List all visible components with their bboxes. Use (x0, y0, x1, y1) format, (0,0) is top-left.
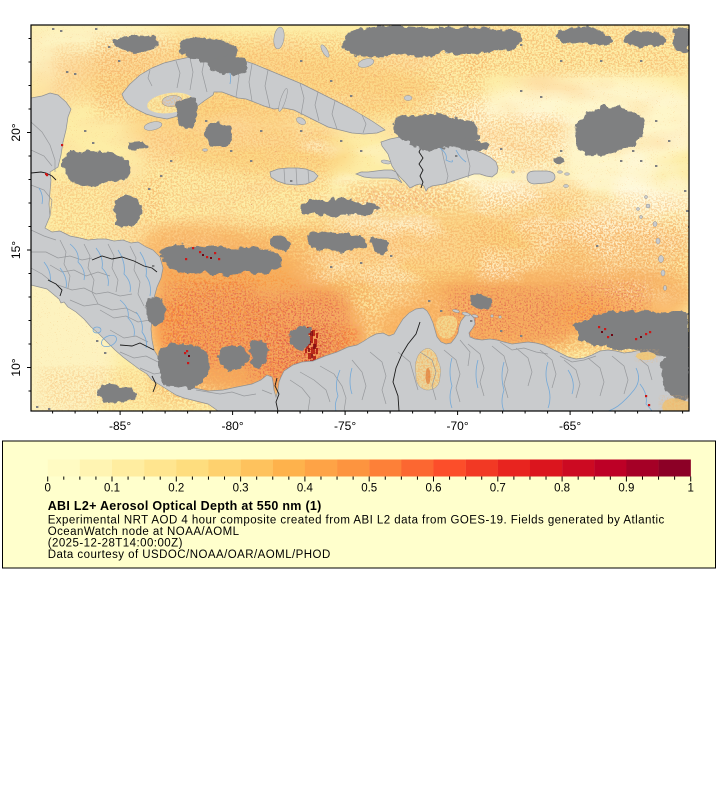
svg-text:-75°: -75° (334, 419, 356, 433)
svg-text:0.8: 0.8 (554, 483, 570, 495)
svg-text:-85°: -85° (109, 419, 131, 433)
svg-text:OceanWatch node at NOAA/AOML: OceanWatch node at NOAA/AOML (48, 526, 240, 538)
svg-text:-70°: -70° (447, 419, 469, 433)
svg-text:0.1: 0.1 (104, 483, 120, 495)
svg-text:0: 0 (44, 483, 50, 495)
svg-text:0.5: 0.5 (361, 483, 377, 495)
svg-text:1: 1 (687, 483, 693, 495)
svg-text:Experimental NRT AOD 4 hour co: Experimental NRT AOD 4 hour composite cr… (48, 515, 665, 527)
svg-text:0.3: 0.3 (233, 483, 249, 495)
svg-text:0.4: 0.4 (297, 483, 314, 495)
svg-text:0.7: 0.7 (490, 483, 506, 495)
svg-text:10°: 10° (9, 358, 23, 376)
svg-text:-80°: -80° (222, 419, 244, 433)
svg-text:15°: 15° (9, 241, 23, 259)
svg-text:(2025-12-28T14:00:00Z): (2025-12-28T14:00:00Z) (48, 538, 183, 550)
svg-text:0.9: 0.9 (618, 483, 634, 495)
svg-text:0.2: 0.2 (168, 483, 184, 495)
svg-text:Data courtesy of USDOC/NOAA/OA: Data courtesy of USDOC/NOAA/OAR/AOML/PHO… (48, 549, 331, 561)
svg-text:0.6: 0.6 (426, 483, 442, 495)
svg-text:20°: 20° (9, 123, 23, 141)
svg-text:ABI L2+ Aerosol Optical Depth: ABI L2+ Aerosol Optical Depth at 550 nm … (48, 499, 322, 513)
svg-text:-65°: -65° (559, 419, 581, 433)
